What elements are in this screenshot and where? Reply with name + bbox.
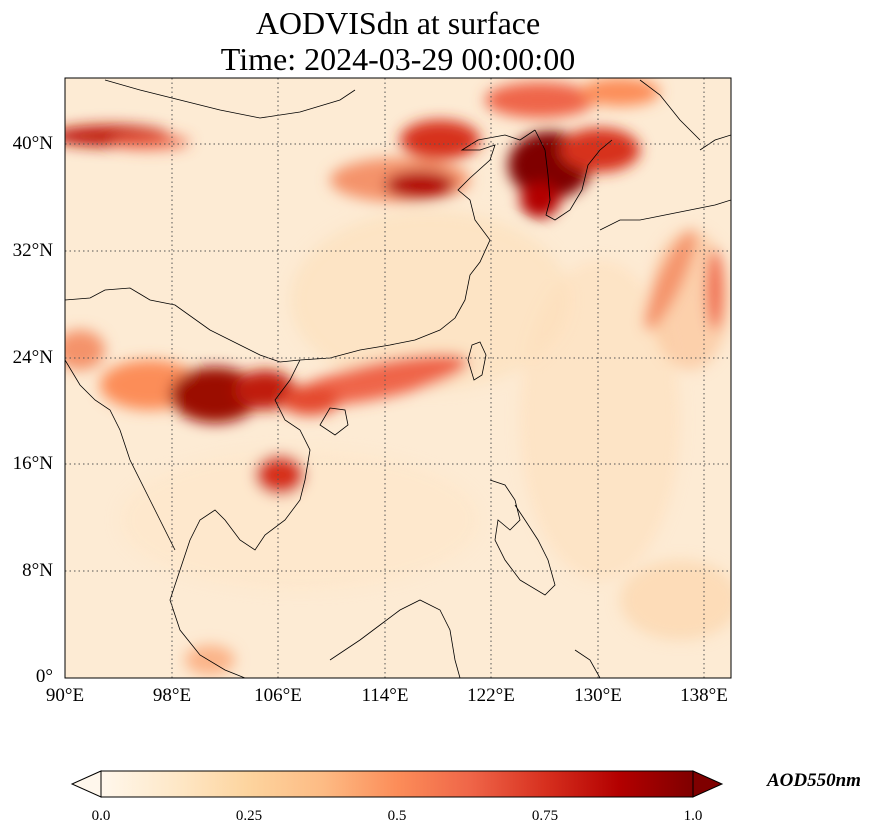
lon-tick-label: 130°E [574, 685, 622, 706]
colorbar-label: AOD550nm [767, 770, 861, 791]
lon-tick-label: 106°E [254, 685, 302, 706]
lat-tick-label: 0° [35, 666, 53, 687]
colorbar-tick-label: 0.0 [91, 808, 111, 824]
lon-tick-label: 90°E [45, 685, 85, 706]
map-title: AODVISdn at surface [255, 5, 541, 41]
lon-tick-label: 138°E [680, 685, 728, 706]
lon-tick-label: 122°E [467, 685, 515, 706]
gridlines [65, 78, 731, 678]
map-time: Time: 2024-03-29 00:00:00 [220, 41, 576, 77]
colorbar-gradient [101, 771, 693, 797]
lat-tick-label: 24°N [12, 347, 53, 368]
aod-field [65, 78, 731, 678]
colorbar-tick-label: 0.5 [387, 808, 407, 824]
colorbar-tick-label: 1.0 [683, 808, 703, 824]
lat-tick-label: 8°N [22, 560, 53, 581]
lon-tick-label: 98°E [152, 685, 192, 706]
colorbar [70, 770, 724, 798]
colorbar-extend-min [70, 770, 102, 798]
colorbar-tick-label: 0.25 [235, 808, 263, 824]
lon-tick-label: 114°E [361, 685, 409, 706]
lat-tick-label: 16°N [12, 453, 53, 474]
coastlines [65, 79, 731, 678]
colorbar-tick-label: 0.75 [531, 808, 559, 824]
map-frame [64, 77, 732, 679]
lat-tick-label: 32°N [12, 240, 53, 261]
colorbar-extend-max [692, 770, 724, 798]
lat-tick-label: 40°N [12, 133, 53, 154]
